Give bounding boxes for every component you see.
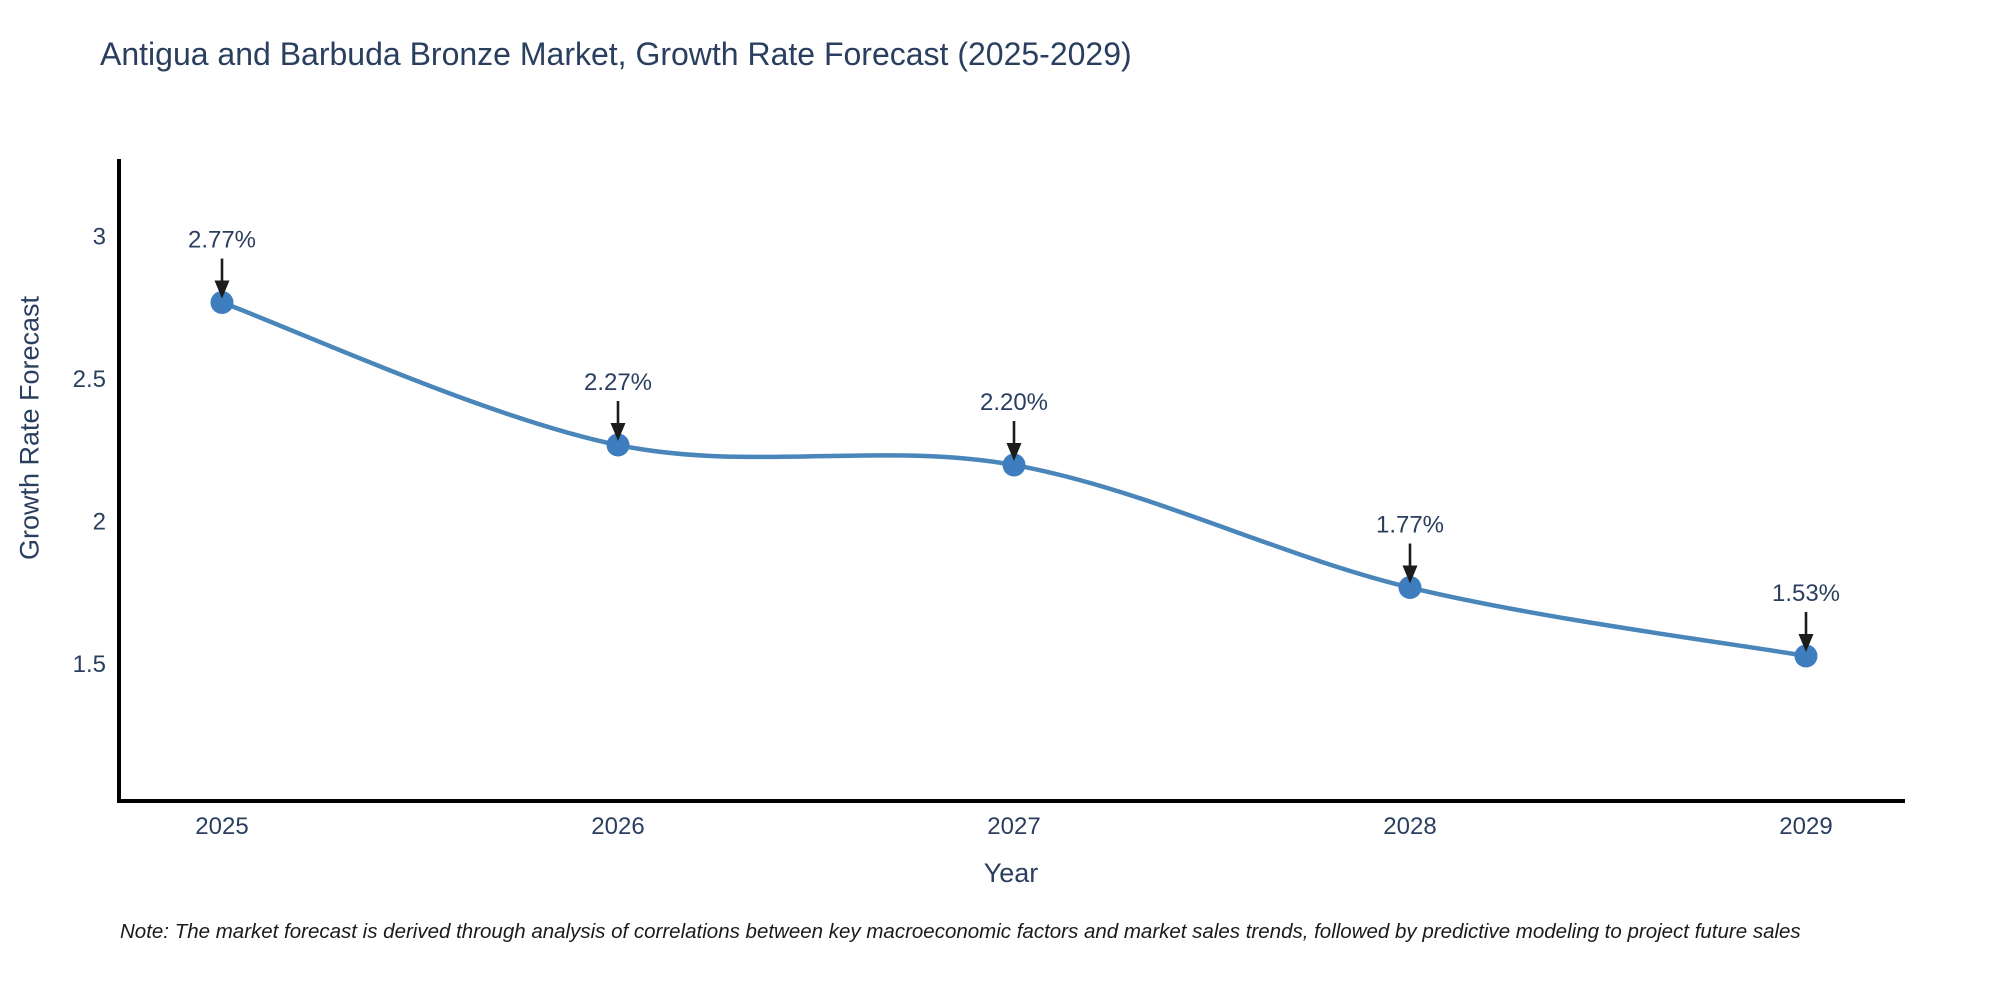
data-point-marker[interactable] [1794, 644, 1818, 668]
point-value-label: 2.27% [584, 369, 652, 396]
annotation-arrowhead [1798, 633, 1814, 652]
annotation-arrowhead [214, 280, 230, 299]
point-value-label: 1.77% [1376, 512, 1444, 539]
point-value-label: 2.77% [188, 227, 256, 254]
point-value-label: 1.53% [1772, 580, 1840, 607]
annotation-arrowhead [1402, 565, 1418, 584]
data-point-marker[interactable] [1002, 453, 1026, 477]
point-value-label: 2.20% [980, 389, 1048, 416]
chart-title: Antigua and Barbuda Bronze Market, Growt… [100, 36, 1132, 72]
forecast-line [221, 300, 1807, 659]
annotation-arrowhead [610, 423, 626, 442]
footnote: Note: The market forecast is derived thr… [120, 920, 1801, 943]
data-point-marker[interactable] [606, 433, 630, 457]
x-tick-label: 2025 [195, 813, 248, 840]
y-tick-label: 2 [93, 509, 106, 536]
x-axis-title: Year [983, 858, 1039, 888]
y-tick-label: 2.5 [73, 366, 106, 393]
x-tick-label: 2027 [987, 813, 1040, 840]
x-tick-label: 2026 [591, 813, 644, 840]
y-tick-label: 3 [93, 224, 106, 251]
y-tick-label: 1.5 [73, 651, 106, 678]
data-point-marker[interactable] [210, 291, 234, 315]
data-point-marker[interactable] [1398, 576, 1422, 600]
x-tick-label: 2028 [1383, 813, 1436, 840]
annotation-arrowhead [1006, 443, 1022, 461]
x-tick-label: 2029 [1779, 813, 1832, 840]
